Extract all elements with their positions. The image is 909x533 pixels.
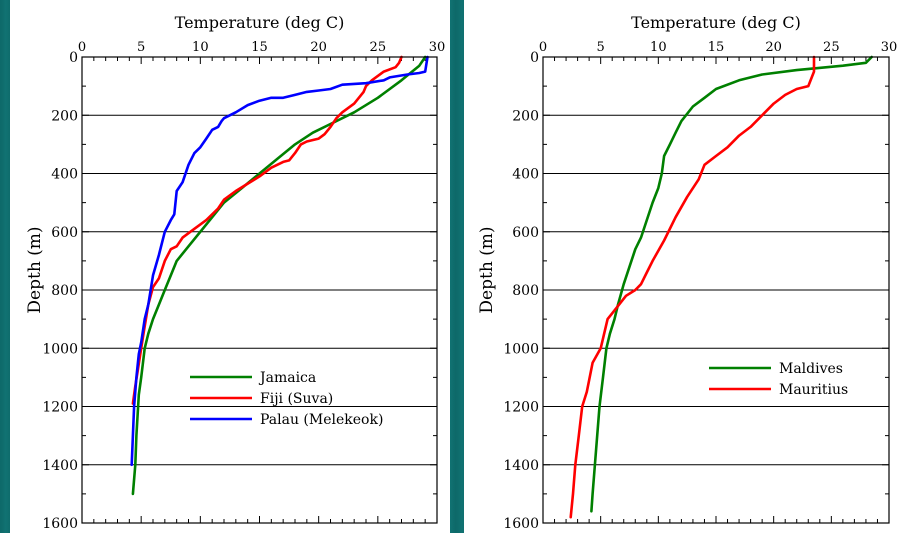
y-tick-label: 400: [51, 167, 78, 183]
y-tick-label: 800: [512, 283, 539, 299]
y-tick-label: 1400: [503, 458, 539, 474]
y-tick-label: 0: [530, 50, 539, 66]
y-tick-label: 200: [51, 108, 78, 124]
chart-panel-left: 0 200 400 600 800 1000 1200 1400 1600 0 5 10 15 20 25 3…: [10, 0, 450, 533]
legend-label: Jamaica: [258, 370, 316, 386]
series-line-0: [131, 55, 427, 496]
y-axis-title: Depth (m): [25, 226, 45, 313]
legend-label: Fiji (Suva): [260, 391, 333, 407]
x-tick-label: 10: [192, 40, 209, 55]
x-tick-label: 5: [597, 40, 605, 55]
y-tick-label: 600: [51, 225, 78, 241]
plot-area-border: [81, 56, 438, 524]
x-tick-label: 25: [823, 40, 840, 55]
x-tick-label: 15: [708, 40, 725, 55]
x-tick-label: 10: [650, 40, 667, 55]
y-tick-label: 1200: [42, 400, 78, 416]
x-tick-label: 20: [310, 40, 327, 55]
x-tick-label: 15: [251, 40, 268, 55]
series-line-1: [131, 55, 403, 405]
series-line-0: [590, 55, 874, 513]
x-tick-label: 30: [429, 40, 446, 55]
legend-label: Mauritius: [779, 382, 848, 398]
chart-right: 0 200 400 600 800 1000 1200 1400 1600 0 5 10 15 20 25 3…: [477, 13, 898, 532]
series-line-1: [569, 55, 816, 519]
y-tick-label: 1000: [503, 341, 539, 357]
y-axis-title: Depth (m): [477, 226, 497, 313]
x-tick-label: 20: [765, 40, 782, 55]
y-tick-label: 1000: [42, 341, 78, 357]
legend-label: Maldives: [779, 361, 843, 377]
y-tick-label: 1600: [503, 516, 539, 532]
x-tick-label: 5: [137, 40, 145, 55]
y-tick-label: 1400: [42, 458, 78, 474]
x-axis-title: Temperature (deg C): [175, 13, 345, 32]
y-tick-label: 400: [512, 167, 539, 183]
x-tick-label: 25: [370, 40, 387, 55]
chart-left: 0 200 400 600 800 1000 1200 1400 1600 0 5 10 15 20 25 3…: [25, 13, 446, 532]
y-tick-label: 800: [51, 283, 78, 299]
y-tick-label: 1200: [503, 400, 539, 416]
y-tick-label: 1600: [42, 516, 78, 532]
y-tick-label: 200: [512, 108, 539, 124]
x-tick-label: 30: [881, 40, 898, 55]
y-tick-label: 0: [69, 50, 78, 66]
y-tick-label: 600: [512, 225, 539, 241]
chart-panel-right: 0 200 400 600 800 1000 1200 1400 1600 0 5 10 15 20 25 3…: [464, 0, 909, 533]
legend-label: Palau (Melekeok): [260, 412, 383, 428]
x-tick-label: 0: [539, 40, 547, 55]
series-line-2: [130, 55, 429, 467]
plot-area-border: [542, 56, 890, 524]
x-axis-title: Temperature (deg C): [631, 13, 801, 32]
x-tick-label: 0: [78, 40, 86, 55]
